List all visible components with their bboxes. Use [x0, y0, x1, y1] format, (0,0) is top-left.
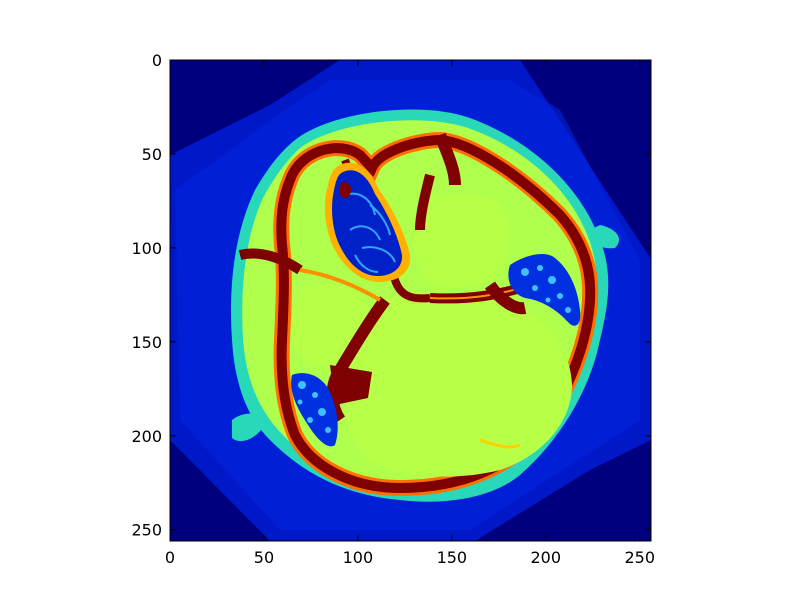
x-tick-label: 200	[531, 548, 562, 567]
x-axis-ticks: 0 50 100 150 200 250	[165, 60, 655, 567]
x-tick-label: 0	[165, 548, 175, 567]
y-tick-label: 150	[131, 333, 162, 352]
y-tick-label: 0	[152, 51, 162, 70]
sinus-air-cells	[332, 170, 403, 276]
y-tick-label: 200	[131, 427, 162, 446]
y-tick-label: 250	[131, 521, 162, 540]
x-tick-label: 150	[437, 548, 468, 567]
x-tick-label: 50	[254, 548, 274, 567]
brain-tissue	[345, 293, 572, 477]
ct-image	[170, 60, 651, 541]
x-tick-label: 250	[624, 548, 655, 567]
axes-frame	[169, 59, 652, 542]
y-axis-ticks: 0 50 100 150 200 250	[131, 51, 651, 540]
y-tick-label: 50	[142, 145, 162, 164]
y-tick-label: 100	[131, 239, 162, 258]
x-tick-label: 100	[343, 548, 374, 567]
